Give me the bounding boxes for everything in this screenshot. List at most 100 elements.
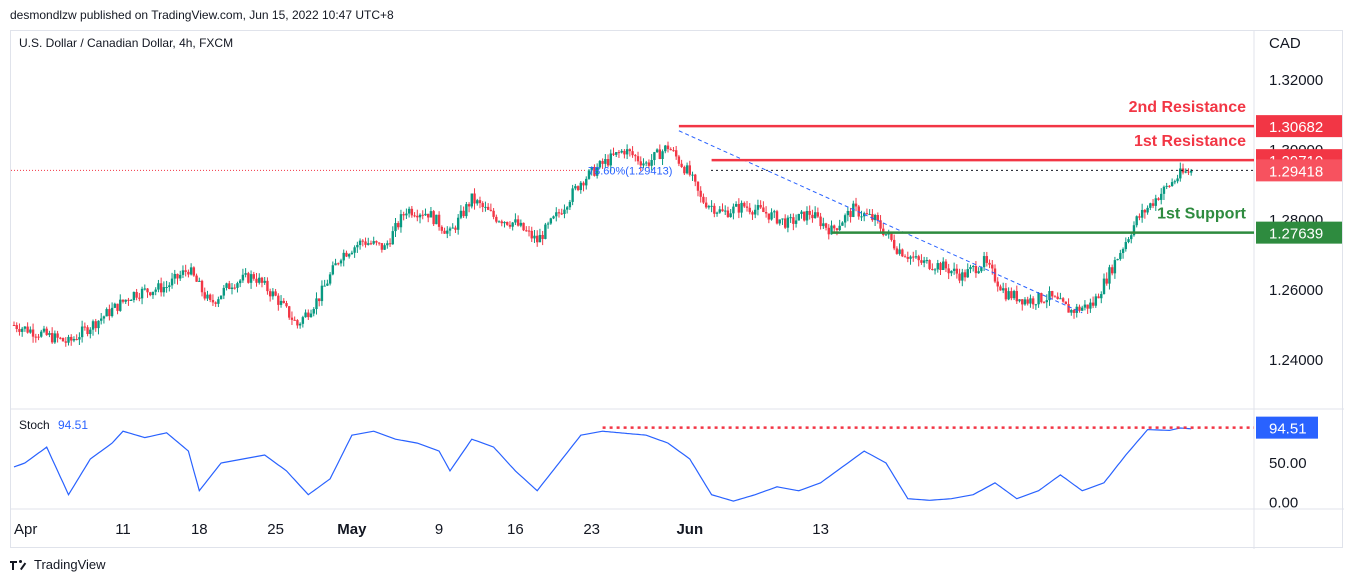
candle-body (958, 273, 961, 281)
candle-body (1151, 203, 1155, 206)
candle (179, 270, 182, 281)
price-chart[interactable]: 1.320001.300001.280001.260001.24000CADAp… (11, 31, 1344, 549)
candle (274, 288, 277, 297)
candle-body (751, 212, 754, 215)
candle-body (105, 309, 108, 317)
candle (824, 222, 828, 231)
candle-body (290, 317, 294, 320)
candle (298, 322, 302, 329)
stoch-value-badge (1256, 416, 1318, 439)
candle (961, 268, 964, 287)
candle (612, 147, 615, 156)
candle (631, 146, 634, 158)
candle-body (1110, 267, 1114, 274)
candle-body (219, 295, 223, 300)
candle (462, 206, 465, 218)
candle-body (1113, 260, 1117, 274)
candle (982, 251, 986, 272)
candle-body (819, 216, 822, 227)
candle (356, 241, 359, 253)
candle-body (486, 206, 490, 210)
candle-body (672, 150, 675, 152)
candle-body (999, 286, 1002, 291)
candle (1083, 300, 1087, 311)
candle (1108, 264, 1111, 290)
candle-body (519, 222, 523, 226)
candle (244, 268, 247, 278)
candle (552, 215, 555, 220)
candle-body (416, 215, 419, 218)
candle (497, 220, 501, 223)
candle-body (625, 149, 629, 155)
candle (86, 325, 89, 337)
candle-body (323, 285, 326, 287)
candle (710, 200, 713, 213)
candle (268, 288, 272, 302)
candle-body (388, 243, 392, 245)
candle (421, 210, 424, 220)
candle-body (198, 280, 201, 282)
candle-body (606, 159, 610, 166)
candle-body (1070, 310, 1073, 313)
candle-body (903, 256, 907, 258)
candle (734, 201, 738, 208)
candle-body (184, 270, 187, 272)
candle (912, 251, 915, 262)
candle-body (898, 249, 901, 254)
candle (1078, 304, 1081, 313)
candle (604, 154, 607, 169)
candle (536, 230, 539, 247)
candle (320, 280, 324, 306)
candle-body (993, 268, 997, 282)
candle-body (102, 316, 106, 319)
candle-body (29, 329, 32, 333)
candle-body (1187, 171, 1190, 173)
candle (219, 295, 223, 300)
candle-body (249, 274, 253, 283)
candle-body (296, 320, 299, 326)
candle (132, 291, 136, 303)
candle-body (574, 186, 577, 189)
candle (1051, 290, 1054, 300)
candle-body (18, 329, 21, 332)
footer-brand: TradingView (34, 557, 106, 572)
candle-body (203, 292, 206, 299)
candle-body (508, 224, 512, 227)
candle (988, 259, 991, 269)
candle-body (974, 266, 978, 274)
candle (890, 233, 893, 242)
candle (955, 264, 959, 279)
candle-body (715, 212, 719, 214)
candle-body (170, 278, 174, 286)
candle-body (939, 263, 942, 271)
candle (751, 210, 754, 220)
candle-body (146, 288, 149, 293)
candle-body (230, 287, 234, 290)
candle-body (778, 219, 781, 224)
candle (1015, 285, 1018, 304)
level-price-text: 1.30682 (1269, 119, 1323, 136)
candle (271, 288, 275, 300)
candle (786, 215, 790, 233)
candle-body (631, 151, 634, 156)
candle-body (386, 243, 389, 246)
candle (805, 206, 809, 225)
candle-body (503, 221, 506, 224)
candle-body (901, 249, 904, 257)
candle (1102, 273, 1106, 295)
candle (105, 307, 108, 317)
candle-body (841, 222, 844, 226)
candle-body (658, 149, 662, 160)
candle-body (843, 215, 847, 223)
candle (729, 208, 732, 218)
candle (454, 225, 457, 233)
candle (1124, 237, 1127, 252)
candle-body (786, 217, 790, 228)
candle (841, 221, 844, 226)
candle-body (179, 274, 182, 279)
candle (606, 154, 610, 168)
candle (969, 264, 972, 274)
candle (217, 296, 220, 308)
candle-body (116, 303, 119, 311)
candle-body (326, 283, 329, 286)
